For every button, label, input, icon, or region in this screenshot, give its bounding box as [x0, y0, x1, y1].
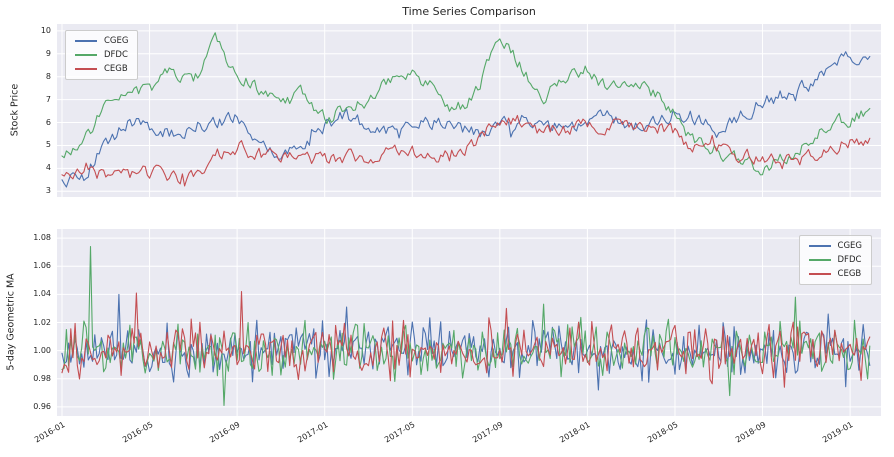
legend-label: CGEG: [104, 36, 129, 46]
legend-label: DFDC: [104, 50, 128, 60]
chart-canvas-1: [57, 229, 881, 416]
y-tick-label: 1.00: [33, 345, 51, 355]
legend-line-swatch: [808, 245, 831, 247]
x-tick-label: 2016-09: [208, 420, 242, 445]
legend-label: CEGB: [104, 64, 128, 74]
series-line-DFDC: [61, 32, 871, 176]
legend-line-swatch: [808, 259, 831, 261]
y-tick-label: 6: [45, 117, 51, 127]
x-tick-label: 2019-01: [821, 420, 855, 445]
chart-title: Time Series Comparison: [402, 5, 536, 18]
x-tick-label: 2018-09: [733, 420, 768, 445]
x-tick-label: 2016-05: [120, 420, 155, 445]
legend-0: CGEG DFDC CEGB: [65, 30, 139, 80]
y-tick-label: 0.98: [33, 373, 51, 383]
y-tick-label: 1.04: [33, 289, 51, 299]
chart-canvas-0: [57, 24, 881, 197]
y-tick-label: 8: [45, 71, 51, 81]
y-tick-label: 1.08: [33, 233, 51, 243]
y-tick-label: 1.02: [33, 317, 51, 327]
y-tick-label: 1.06: [33, 261, 51, 271]
x-tick-label: 2017-05: [383, 420, 417, 445]
x-tick-label: 2018-01: [558, 420, 592, 445]
x-tick-label: 2018-05: [646, 420, 680, 445]
price-chart-plot-area: CGEG DFDC CEGB: [57, 24, 881, 197]
legend-label: CEGB: [837, 269, 862, 279]
y-tick-label: 9: [45, 48, 51, 58]
x-tick-label: 2017-09: [470, 420, 505, 445]
legend-1: CGEG DFDC CEGB: [798, 235, 872, 285]
legend-label: CGEG: [837, 241, 862, 251]
legend-item-DFDC: DFDC: [75, 50, 128, 60]
y-tick-label: 7: [45, 94, 51, 104]
y-tick-label: 5: [45, 140, 51, 150]
legend-item-DFDC: DFDC: [808, 255, 862, 265]
series-line-CGEG: [61, 51, 871, 188]
x-tick-label: 2017-01: [295, 420, 330, 445]
y-tick-label: 4: [45, 163, 51, 173]
legend-item-CEGB: CEGB: [75, 64, 128, 74]
legend-line-swatch: [808, 273, 831, 275]
legend-line-swatch: [75, 40, 97, 42]
legend-line-swatch: [75, 68, 97, 70]
legend-item-CGEG: CGEG: [75, 36, 128, 46]
legend-item-CGEG: CGEG: [808, 241, 862, 251]
series-line-CEGB: [61, 291, 871, 388]
series-line-CEGB: [61, 114, 871, 187]
y-tick-label: 0.96: [33, 401, 51, 411]
legend-item-CEGB: CEGB: [808, 269, 862, 279]
legend-line-swatch: [75, 54, 97, 56]
legend-label: DFDC: [837, 255, 862, 265]
ma-chart-plot-area: CGEG DFDC CEGB: [57, 229, 881, 416]
y-axis-label-stock-price: Stock Price: [9, 83, 21, 137]
y-tick-label: 3: [45, 186, 51, 196]
y-tick-label: 10: [40, 25, 51, 35]
x-tick-label: 2016-01: [33, 420, 67, 445]
